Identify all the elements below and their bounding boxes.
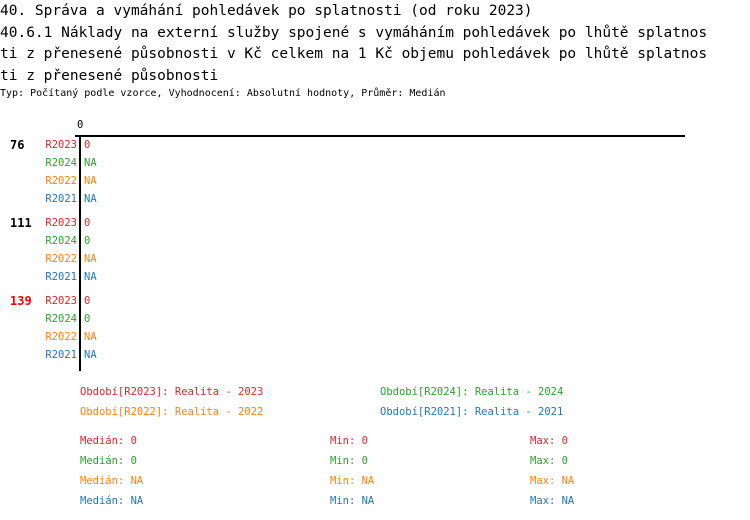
data-label: 0 — [84, 295, 91, 307]
title-line: 40. Správa a vymáhání pohledávek po spla… — [0, 3, 533, 19]
stat-min: Min: 0 — [330, 455, 368, 467]
series-label: R2021 — [45, 271, 77, 283]
data-label: NA — [84, 349, 97, 361]
series-label: R2023 — [45, 295, 77, 307]
stat-min: Min: NA — [330, 475, 375, 487]
stat-max: Max: NA — [530, 495, 575, 507]
stat-median: Medián: 0 — [80, 455, 137, 467]
title-line: ti z přenesené působnosti — [0, 67, 219, 84]
y-axis-line — [79, 135, 81, 371]
x-axis-line — [75, 135, 685, 137]
stat-min: Min: 0 — [330, 435, 368, 447]
stat-max: Max: 0 — [530, 435, 568, 447]
title-line: ti z přenesené působnosti v Kč celkem na… — [0, 46, 708, 62]
series-label: R2021 — [45, 349, 77, 361]
data-label: NA — [84, 157, 97, 169]
data-label: 0 — [84, 217, 91, 229]
series-label: R2021 — [45, 193, 77, 205]
series-label: R2024 — [45, 235, 77, 247]
data-label: 0 — [84, 139, 91, 151]
series-label: R2024 — [45, 313, 77, 325]
stat-max: Max: NA — [530, 475, 575, 487]
legend-entry: Období[R2022]: Realita - 2022 — [80, 406, 264, 418]
title-line: 40.6.1 Náklady na externí služby spojené… — [0, 24, 708, 41]
series-label: R2022 — [45, 331, 77, 343]
group-label: 111 — [10, 216, 32, 230]
stat-median: Medián: NA — [80, 475, 144, 487]
legend-entry: Období[R2021]: Realita - 2021 — [380, 406, 564, 418]
data-label: 0 — [84, 235, 91, 247]
data-label: NA — [84, 271, 97, 283]
group-label: 139 — [10, 294, 32, 308]
stat-max: Max: 0 — [530, 455, 568, 467]
series-label: R2022 — [45, 175, 77, 187]
series-label: R2024 — [45, 157, 77, 169]
legend-entry: Období[R2024]: Realita - 2024 — [380, 386, 564, 398]
stat-median: Medián: 0 — [80, 435, 137, 447]
data-label: NA — [84, 253, 97, 265]
stat-min: Min: NA — [330, 495, 375, 507]
chart-subtitle: Typ: Počítaný podle vzorce, Vyhodnocení:… — [0, 88, 446, 99]
data-label: 0 — [84, 313, 91, 325]
data-label: NA — [84, 193, 97, 205]
group-label: 76 — [10, 138, 25, 152]
series-label: R2023 — [45, 139, 77, 151]
series-label: R2022 — [45, 253, 77, 265]
data-label: NA — [84, 175, 97, 187]
data-label: NA — [84, 331, 97, 343]
x-tick-label: 0 — [77, 119, 84, 131]
series-label: R2023 — [45, 217, 77, 229]
stat-median: Medián: NA — [80, 495, 144, 507]
legend-entry: Období[R2023]: Realita - 2023 — [80, 386, 264, 398]
